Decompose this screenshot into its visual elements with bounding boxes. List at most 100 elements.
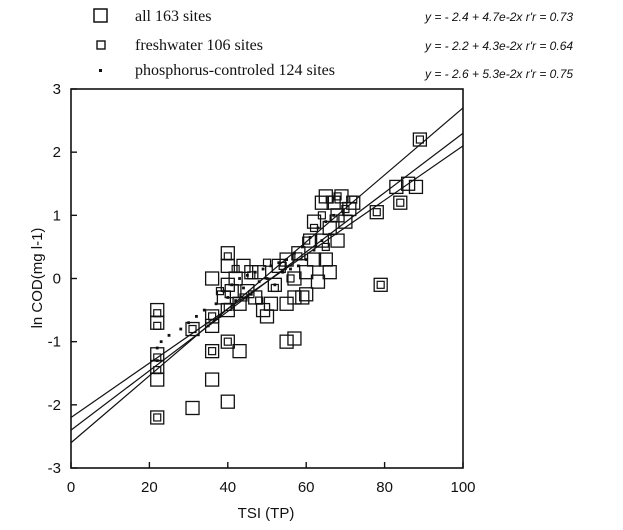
point-freshwater <box>231 264 240 274</box>
point-freshwater <box>317 211 326 220</box>
point-phosphorus <box>293 251 296 255</box>
y-tick-label: -1 <box>48 334 61 351</box>
point-phosphorus <box>230 283 234 287</box>
point-phosphorus <box>312 248 316 252</box>
regression-line <box>70 107 464 444</box>
legend-equation-phosphorus: y = - 2.6 + 5.3e-2x r'r = 0.75 <box>424 67 573 81</box>
legend-label-all: all 163 sites <box>135 8 211 25</box>
y-tick-label: -2 <box>48 397 61 414</box>
point-all-sites <box>204 372 220 387</box>
point-phosphorus <box>155 346 159 350</box>
x-tick-label: 20 <box>141 479 158 496</box>
point-phosphorus <box>285 258 288 261</box>
point-freshwater <box>302 236 311 245</box>
y-tick-label: 3 <box>53 81 61 98</box>
point-freshwater <box>223 302 232 312</box>
point-phosphorus <box>316 226 320 230</box>
x-tick-label: 100 <box>450 479 475 496</box>
point-all-sites <box>299 287 314 302</box>
point-phosphorus <box>253 270 257 274</box>
legend-marker-small-square <box>96 40 106 50</box>
point-phosphorus <box>277 261 281 265</box>
point-all-sites <box>412 132 428 147</box>
legend-label-phosphorus: phosphorus-controled 124 sites <box>135 62 335 79</box>
point-all-sites <box>263 296 279 311</box>
point-phosphorus <box>328 232 332 236</box>
point-phosphorus <box>195 315 198 318</box>
point-freshwater <box>415 135 424 144</box>
point-phosphorus <box>238 277 241 280</box>
y-axis-label: ln COD(mg l-1) <box>29 228 46 329</box>
point-freshwater <box>321 242 330 252</box>
point-freshwater <box>376 280 385 289</box>
x-tick-label: 80 <box>376 479 393 496</box>
point-all-sites <box>369 205 384 220</box>
y-tick-label: -3 <box>48 460 61 477</box>
point-all-sites <box>287 290 302 305</box>
point-freshwater <box>255 296 264 305</box>
point-freshwater <box>349 195 358 204</box>
point-phosphorus <box>289 267 292 271</box>
point-all-sites <box>408 179 424 195</box>
legend-marker-dot <box>99 69 102 72</box>
point-all-sites <box>306 252 322 267</box>
point-phosphorus <box>218 315 222 318</box>
point-phosphorus <box>320 239 324 242</box>
point-freshwater <box>208 312 217 321</box>
y-tick-label: 0 <box>53 271 61 288</box>
point-freshwater <box>396 198 405 207</box>
point-phosphorus <box>300 245 304 249</box>
point-phosphorus <box>246 273 249 277</box>
point-all-sites <box>150 372 165 387</box>
regression-line <box>70 145 464 418</box>
point-freshwater <box>153 413 162 422</box>
legend: all 163 sites y = - 2.4 + 4.7e-2x r'r = … <box>93 8 573 81</box>
point-phosphorus <box>281 270 285 274</box>
point-phosphorus <box>273 283 277 287</box>
x-tick-label: 60 <box>298 479 315 496</box>
point-phosphorus <box>222 289 226 293</box>
point-all-sites <box>306 214 322 229</box>
point-phosphorus <box>332 213 336 217</box>
point-all-sites <box>330 233 345 248</box>
point-phosphorus <box>206 324 210 328</box>
point-phosphorus <box>179 327 183 331</box>
point-phosphorus <box>249 292 253 296</box>
y-tick-label: 2 <box>53 144 61 161</box>
point-all-sites <box>389 179 404 195</box>
point-all-sites <box>400 176 416 191</box>
point-phosphorus <box>265 277 269 280</box>
point-freshwater <box>153 309 162 318</box>
point-phosphorus <box>226 296 230 299</box>
point-all-sites <box>220 334 235 349</box>
point-all-sites <box>322 220 337 236</box>
legend-equation-freshwater: y = - 2.2 + 4.3e-2x r'r = 0.64 <box>424 39 573 53</box>
point-all-sites <box>393 195 408 210</box>
point-all-sites <box>295 290 310 305</box>
point-phosphorus <box>304 258 308 261</box>
point-phosphorus <box>242 286 245 290</box>
point-phosphorus <box>187 321 190 325</box>
point-freshwater <box>325 195 334 204</box>
y-tick-label: 1 <box>53 207 61 224</box>
regression-lines <box>70 107 464 444</box>
point-freshwater <box>341 204 350 214</box>
x-tick-label: 40 <box>219 479 236 496</box>
point-freshwater <box>286 274 295 283</box>
point-freshwater <box>278 261 287 270</box>
x-axis-ticks: 0 20 40 60 80 100 <box>67 462 476 496</box>
point-all-sites <box>185 321 200 337</box>
legend-label-freshwater: freshwater 106 sites <box>135 37 263 54</box>
point-all-sites <box>310 274 326 289</box>
point-freshwater <box>208 347 217 356</box>
x-axis-label: TSI (TP) <box>238 505 295 522</box>
point-phosphorus <box>257 280 261 284</box>
point-freshwater <box>294 252 303 261</box>
point-phosphorus <box>202 308 206 312</box>
point-phosphorus <box>234 299 238 303</box>
point-freshwater <box>372 208 381 217</box>
point-phosphorus <box>159 340 163 344</box>
point-all-sites <box>299 265 314 280</box>
point-all-sites <box>322 265 337 280</box>
